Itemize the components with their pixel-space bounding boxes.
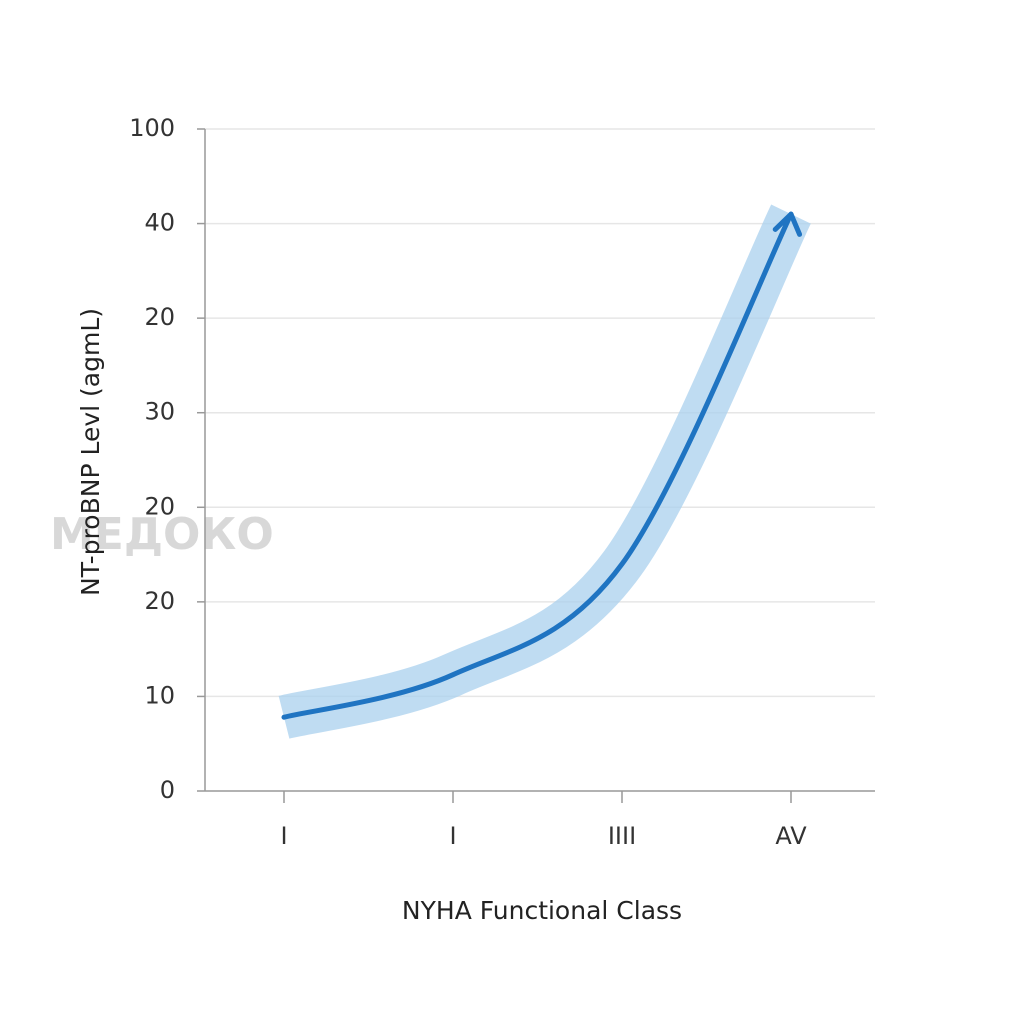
y-tick-label: 20 bbox=[144, 303, 175, 331]
y-tick-label: 30 bbox=[144, 398, 175, 426]
line bbox=[281, 211, 794, 720]
y-tick-label: 20 bbox=[144, 587, 175, 615]
confidence-band bbox=[278, 204, 811, 739]
arrowhead bbox=[772, 211, 803, 237]
x-tick-label: I bbox=[449, 822, 456, 850]
watermark: МЕДОКО bbox=[50, 509, 274, 560]
x-axis-title: NYHA Functional Class bbox=[402, 896, 682, 925]
y-tick-label: 0 bbox=[160, 776, 175, 804]
x-tick-label: AV bbox=[775, 822, 807, 850]
y-tick-label: 40 bbox=[144, 209, 175, 237]
y-axis-title: NT-proBNP Levl (agmL) bbox=[76, 308, 105, 596]
y-tick-label: 20 bbox=[144, 492, 175, 520]
x-tick-label: IIII bbox=[608, 822, 636, 850]
y-tick-label: 10 bbox=[144, 681, 175, 709]
x-tick-label: I bbox=[280, 822, 287, 850]
y-tick-label: 100 bbox=[129, 114, 175, 142]
